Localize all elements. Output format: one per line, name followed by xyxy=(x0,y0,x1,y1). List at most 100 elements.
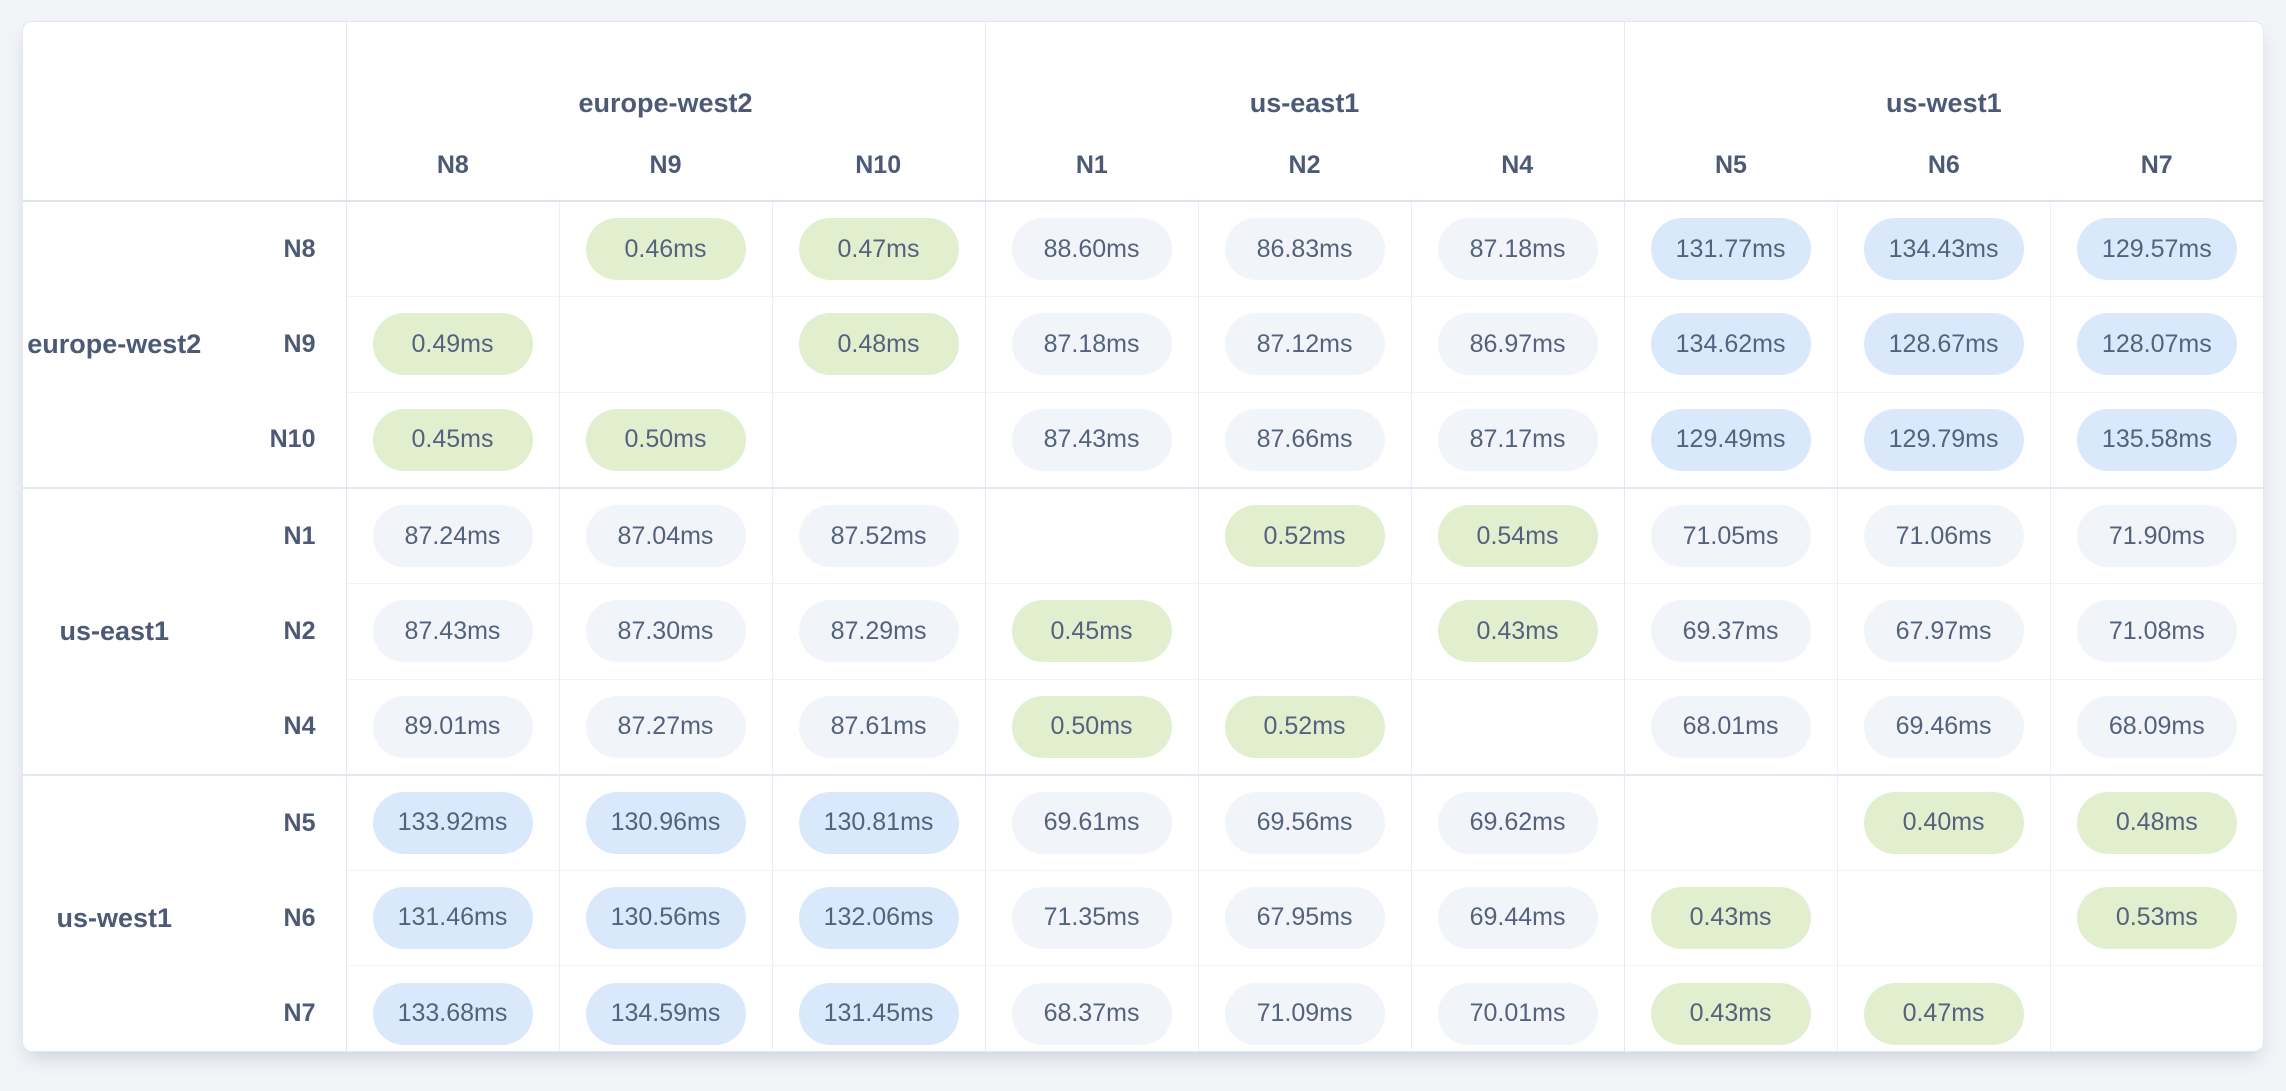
latency-value-pill[interactable]: 0.50ms xyxy=(585,408,746,471)
latency-value-pill[interactable]: 71.06ms xyxy=(1863,505,2024,568)
latency-value-pill[interactable]: 0.50ms xyxy=(1011,695,1172,758)
latency-value-pill[interactable]: 0.43ms xyxy=(1650,886,1811,949)
latency-value-pill[interactable]: 129.49ms xyxy=(1650,408,1811,471)
latency-value-pill[interactable]: 130.81ms xyxy=(798,791,959,854)
latency-value-pill[interactable]: 67.97ms xyxy=(1863,600,2024,663)
latency-value-pill[interactable]: 0.48ms xyxy=(2076,791,2237,854)
latency-value-pill[interactable]: 0.45ms xyxy=(1011,600,1172,663)
latency-cell: 128.67ms xyxy=(1836,296,2051,393)
latency-value-pill[interactable]: 69.37ms xyxy=(1650,600,1811,663)
latency-value-pill[interactable]: 0.45ms xyxy=(372,408,533,471)
latency-value-pill[interactable]: 0.43ms xyxy=(1437,600,1598,663)
latency-value-pill[interactable]: 87.43ms xyxy=(1011,408,1172,471)
column-node-labels: N5 N6 N7 xyxy=(1625,150,2263,180)
latency-value-pill[interactable]: 87.29ms xyxy=(798,600,959,663)
latency-value-pill[interactable]: 68.37ms xyxy=(1011,982,1172,1045)
latency-value-pill[interactable]: 132.06ms xyxy=(798,886,959,949)
latency-cell: 0.45ms xyxy=(984,583,1199,680)
latency-value-pill[interactable]: 128.07ms xyxy=(2076,313,2237,376)
latency-value-pill[interactable]: 134.62ms xyxy=(1650,313,1811,376)
latency-value-pill[interactable]: 86.83ms xyxy=(1224,218,1385,281)
latency-cell: 0.50ms xyxy=(984,678,1199,775)
row-group-europe-west2: europe-west2 N8 N9 N10 xyxy=(23,201,346,488)
latency-value-pill[interactable]: 69.61ms xyxy=(1011,791,1172,854)
latency-value-pill[interactable]: 0.54ms xyxy=(1437,505,1598,568)
latency-value-pill[interactable]: 87.43ms xyxy=(372,600,533,663)
latency-cell: 87.66ms xyxy=(1197,391,1412,488)
latency-cell: 71.05ms xyxy=(1623,487,1838,584)
latency-cell: 86.97ms xyxy=(1410,296,1625,393)
latency-value-pill[interactable]: 0.52ms xyxy=(1224,505,1385,568)
column-group-europe-west2: europe-west2 N8 N9 N10 xyxy=(345,22,986,202)
latency-value-pill[interactable]: 87.24ms xyxy=(372,505,533,568)
latency-cell: 0.48ms xyxy=(2049,773,2263,871)
latency-value-pill[interactable]: 67.95ms xyxy=(1224,886,1385,949)
latency-value-pill[interactable]: 0.49ms xyxy=(372,313,533,376)
latency-value-pill[interactable]: 69.62ms xyxy=(1437,791,1598,854)
latency-value-pill[interactable]: 71.90ms xyxy=(2076,505,2237,568)
latency-value-pill[interactable]: 131.77ms xyxy=(1650,218,1811,281)
latency-value-pill[interactable]: 133.68ms xyxy=(372,982,533,1045)
latency-value-pill[interactable]: 133.92ms xyxy=(372,791,533,854)
latency-value-pill[interactable]: 134.59ms xyxy=(585,982,746,1045)
latency-value-pill[interactable]: 0.46ms xyxy=(585,218,746,281)
latency-cell: 133.92ms xyxy=(345,773,559,871)
latency-value-pill[interactable]: 87.18ms xyxy=(1011,313,1172,376)
latency-value-pill[interactable]: 87.12ms xyxy=(1224,313,1385,376)
latency-cell: 0.43ms xyxy=(1623,869,1838,966)
row-node-label: N4 xyxy=(283,712,316,740)
latency-cell: 67.95ms xyxy=(1197,869,1412,966)
latency-cell: 134.62ms xyxy=(1623,296,1838,393)
latency-value-pill[interactable]: 68.09ms xyxy=(2076,695,2237,758)
latency-value-pill[interactable]: 0.53ms xyxy=(2076,886,2237,949)
latency-value-pill[interactable]: 87.61ms xyxy=(798,695,959,758)
latency-cell: 0.49ms xyxy=(345,296,559,393)
latency-cell: 129.49ms xyxy=(1623,391,1838,488)
latency-value-pill[interactable]: 87.17ms xyxy=(1437,408,1598,471)
latency-value-pill[interactable]: 87.04ms xyxy=(585,505,746,568)
latency-value-pill[interactable]: 0.47ms xyxy=(798,218,959,281)
latency-value-pill[interactable]: 71.09ms xyxy=(1224,982,1385,1045)
latency-value-pill[interactable]: 68.01ms xyxy=(1650,695,1811,758)
latency-value-pill[interactable]: 71.05ms xyxy=(1650,505,1811,568)
matrix-row-N10: 0.45ms 0.50ms 87.43ms 87.66ms 87.17ms 129.49m… xyxy=(23,391,2263,488)
latency-value-pill[interactable]: 130.96ms xyxy=(585,791,746,854)
latency-value-pill[interactable]: 0.47ms xyxy=(1863,982,2024,1045)
latency-value-pill[interactable]: 69.46ms xyxy=(1863,695,2024,758)
latency-value-pill[interactable]: 131.45ms xyxy=(798,982,959,1045)
row-node-label: N2 xyxy=(283,617,316,645)
latency-value-pill[interactable]: 87.18ms xyxy=(1437,218,1598,281)
latency-value-pill[interactable]: 134.43ms xyxy=(1863,218,2024,281)
latency-value-pill[interactable]: 87.27ms xyxy=(585,695,746,758)
latency-value-pill[interactable]: 0.40ms xyxy=(1863,791,2024,854)
latency-value-pill[interactable]: 69.44ms xyxy=(1437,886,1598,949)
latency-value-pill[interactable]: 128.67ms xyxy=(1863,313,2024,376)
latency-value-pill[interactable]: 71.35ms xyxy=(1011,886,1172,949)
latency-value-pill[interactable]: 0.43ms xyxy=(1650,982,1811,1045)
row-node-label: N7 xyxy=(283,999,316,1027)
column-node-label: N9 xyxy=(649,151,682,179)
latency-value-pill[interactable]: 87.52ms xyxy=(798,505,959,568)
latency-value-pill[interactable]: 69.56ms xyxy=(1224,791,1385,854)
latency-value-pill[interactable]: 131.46ms xyxy=(372,886,533,949)
latency-value-pill[interactable]: 130.56ms xyxy=(585,886,746,949)
column-node-label: N5 xyxy=(1715,151,1747,179)
latency-value-pill[interactable]: 129.79ms xyxy=(1863,408,2024,471)
latency-cell: 134.59ms xyxy=(558,965,772,1051)
column-group-us-west1: us-west1 N5 N6 N7 xyxy=(1623,22,2263,202)
latency-value-pill[interactable]: 87.30ms xyxy=(585,600,746,663)
latency-cell: 132.06ms xyxy=(771,869,986,966)
latency-value-pill[interactable]: 0.48ms xyxy=(798,313,959,376)
latency-value-pill[interactable]: 89.01ms xyxy=(372,695,533,758)
latency-value-pill[interactable]: 71.08ms xyxy=(2076,600,2237,663)
column-node-label: N10 xyxy=(855,151,902,179)
latency-cell: 133.68ms xyxy=(345,965,559,1051)
latency-value-pill[interactable]: 88.60ms xyxy=(1011,218,1172,281)
latency-value-pill[interactable]: 135.58ms xyxy=(2076,408,2237,471)
latency-value-pill[interactable]: 129.57ms xyxy=(2076,218,2237,281)
latency-value-pill[interactable]: 87.66ms xyxy=(1224,408,1385,471)
latency-value-pill[interactable]: 86.97ms xyxy=(1437,313,1598,376)
latency-cell: 69.61ms xyxy=(984,773,1199,871)
latency-value-pill[interactable]: 0.52ms xyxy=(1224,695,1385,758)
latency-value-pill[interactable]: 70.01ms xyxy=(1437,982,1598,1045)
